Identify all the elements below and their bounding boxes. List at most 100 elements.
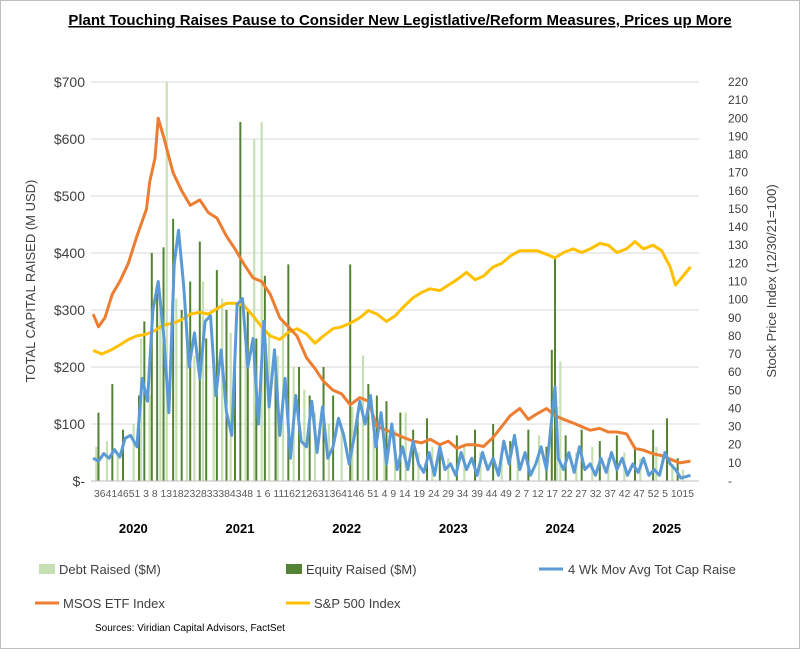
bar: [143, 321, 146, 481]
legend-debt-label: Debt Raised ($M): [59, 562, 161, 577]
legend-sp500-label: S&P 500 Index: [314, 596, 401, 611]
bar: [193, 355, 196, 481]
legend-equity-label: Equity Raised ($M): [306, 562, 417, 577]
y-right-tick-label: 20: [728, 438, 742, 452]
year-label: 2021: [226, 521, 255, 536]
y-right-tick-label: 160: [728, 184, 748, 198]
year-label: 2024: [546, 521, 576, 536]
bar: [308, 395, 311, 481]
bar: [198, 241, 201, 481]
series-lines: [91, 116, 699, 482]
bar: [221, 298, 224, 481]
series-line: [92, 228, 691, 480]
bar: [404, 412, 407, 481]
bar: [527, 429, 530, 481]
y-left-tick-label: $-: [73, 473, 86, 489]
bar: [156, 292, 159, 481]
series-line: [92, 240, 692, 356]
bar: [95, 446, 98, 481]
plot-grid: [91, 81, 699, 482]
bar: [122, 429, 124, 481]
y-right-tick-label: 30: [728, 420, 742, 434]
y-left-tick-label: $600: [54, 131, 85, 147]
bar: [399, 412, 402, 481]
y-right-tick-label: -: [728, 474, 732, 488]
year-labels: 2020 2021 2022 2023 2024 2025: [119, 521, 681, 536]
bar: [172, 218, 175, 482]
bar: [676, 458, 679, 481]
bar: [447, 458, 450, 481]
y-right-tick-label: 110: [728, 275, 747, 289]
bar: [412, 429, 415, 481]
bar: [383, 441, 386, 481]
y-left-tick-label: $100: [54, 416, 85, 432]
bar: [180, 310, 183, 481]
bar: [356, 412, 359, 481]
bar: [205, 338, 208, 481]
bar: [263, 275, 266, 481]
bar: [666, 418, 668, 481]
bar: [175, 298, 178, 481]
y-right-tick-label: 50: [728, 383, 742, 397]
y-right-tick-label: 210: [728, 93, 748, 107]
bar: [340, 429, 343, 481]
y-right-tick-label: 180: [728, 148, 748, 162]
bar: [229, 332, 232, 481]
y-right-label: Stock Price Index (12/30/21=100): [764, 184, 779, 377]
bar: [212, 361, 215, 481]
y-right-tick-label: 120: [728, 256, 748, 270]
bar: [116, 452, 119, 481]
year-label: 2022: [332, 521, 361, 536]
bar: [260, 121, 263, 482]
x-tick-labels: 36414651 3 8 1318232833384348 1 6 111621…: [94, 489, 694, 500]
y-right-tick-label: 190: [728, 129, 748, 143]
y-left-label: TOTAL CAPITAL RAISED (M USD): [23, 180, 38, 383]
bar: [671, 463, 674, 481]
y-right-tick-label: 80: [728, 329, 742, 343]
y-left-tick-label: $500: [54, 188, 85, 204]
bar: [367, 384, 370, 481]
bar: [655, 446, 658, 481]
bar: [244, 349, 247, 481]
bar: [185, 321, 189, 481]
legend-debt-swatch: [39, 564, 55, 574]
bar: [438, 446, 441, 481]
bar: [681, 469, 685, 481]
y-right-tick-label: 40: [728, 401, 742, 415]
y-right-tick-label: 90: [728, 311, 742, 325]
bar: [132, 424, 135, 481]
bar: [148, 395, 151, 481]
y-right-tick-label: 220: [728, 75, 748, 89]
y-right-tick-label: 200: [728, 111, 748, 125]
y-right-tick-label: 150: [728, 202, 748, 216]
y-right-tick-label: 100: [728, 293, 748, 307]
bar: [591, 446, 594, 481]
y-right-tick-label: 130: [728, 238, 748, 252]
bar: [652, 429, 655, 481]
y-left-tick-label: $200: [54, 359, 85, 375]
bar: [554, 258, 556, 481]
sources-note: Sources: Viridian Capital Advisors, Fact…: [95, 623, 285, 634]
bar: [287, 264, 290, 481]
y-left-tick-label: $400: [54, 245, 85, 261]
bar: [162, 247, 165, 481]
y-left-tick-label: $700: [54, 74, 85, 90]
bar: [150, 253, 153, 481]
bar: [417, 452, 420, 481]
bar: [111, 384, 114, 481]
bar: [332, 395, 335, 481]
y-right-tick-label: 170: [728, 166, 748, 180]
bar: [189, 281, 192, 481]
bar: [313, 412, 317, 481]
bar: [615, 435, 618, 481]
bar: [303, 389, 306, 481]
bar: [97, 412, 100, 481]
bar: [234, 367, 236, 481]
series-line: [91, 116, 691, 465]
bar: [559, 361, 562, 481]
y-right-tick-label: 70: [728, 347, 742, 361]
bar: [500, 458, 503, 481]
chart-title: Plant Touching Raises Pause to Consider …: [68, 12, 731, 29]
